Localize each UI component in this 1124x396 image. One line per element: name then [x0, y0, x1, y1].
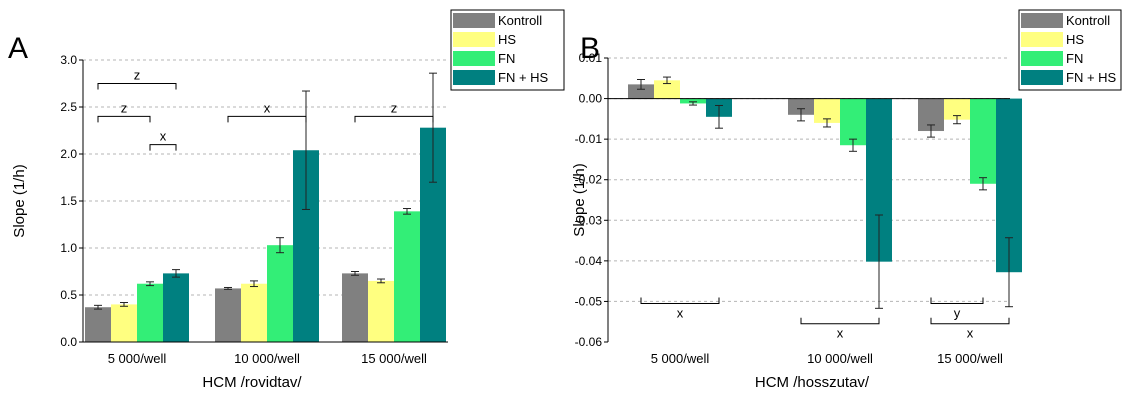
- bar: [680, 98, 706, 104]
- y-tick-label: -0.03: [575, 213, 603, 227]
- chart-panel-B: -0.06 -0.05 -0.04 -0.03 -0.02 -0.01 0.00 0.01 5 …: [571, 9, 1122, 391]
- bar: [840, 98, 866, 146]
- y-tick-label: -0.05: [575, 294, 603, 308]
- legend-swatch: [1021, 51, 1063, 66]
- significance-bracket: [149, 144, 177, 151]
- legend-label: HS: [498, 32, 516, 47]
- bar: [368, 280, 394, 342]
- y-tick-label: 1.5: [60, 194, 77, 208]
- x-axis-title: HCM /hosszutav/: [755, 374, 870, 391]
- y-tick-label: 0.5: [60, 288, 77, 302]
- significance-label: z: [121, 100, 128, 115]
- legend-swatch: [1021, 13, 1063, 28]
- bar: [628, 84, 654, 99]
- bar: [788, 98, 814, 115]
- bar: [267, 245, 293, 342]
- bar: [970, 98, 996, 184]
- significance-bracket: [800, 317, 880, 325]
- panel-label: B: [580, 32, 600, 65]
- significance-bracket: [97, 115, 151, 123]
- bar: [85, 307, 111, 342]
- y-tick-label: 2.5: [60, 100, 77, 114]
- significance-label: x: [837, 326, 844, 341]
- significance-bracket: [930, 297, 984, 304]
- legend-label: Kontroll: [498, 13, 542, 28]
- significance-label: z: [134, 68, 141, 83]
- legend: Kontroll HS FN FN + HS: [1018, 9, 1122, 91]
- significance-label: y: [954, 305, 961, 320]
- significance-label: x: [967, 326, 974, 341]
- y-tick-label: 0.0: [60, 335, 77, 349]
- legend: Kontroll HS FN FN + HS: [450, 9, 565, 91]
- legend-label: FN + HS: [498, 70, 549, 85]
- legend-label: FN: [1066, 51, 1083, 66]
- y-tick-label: -0.06: [575, 335, 603, 349]
- legend-swatch: [453, 70, 495, 85]
- significance-bracket: [97, 83, 177, 90]
- y-tick-label: 1.0: [60, 241, 77, 255]
- significance-bracket: [640, 297, 720, 304]
- x-axis-title: HCM /rovidtav/: [202, 374, 302, 391]
- legend-label: FN + HS: [1066, 70, 1117, 85]
- legend-swatch: [453, 32, 495, 47]
- significance-label: z: [391, 100, 398, 115]
- legend-label: FN: [498, 51, 515, 66]
- significance-label: x: [264, 100, 271, 115]
- bar: [241, 283, 267, 342]
- significance-bracket: [930, 317, 1010, 325]
- category-label: 15 000/well: [361, 351, 427, 366]
- y-axis-title: Slope (1/h): [11, 164, 28, 237]
- significance-label: x: [677, 305, 684, 320]
- bar: [137, 283, 163, 342]
- bar: [342, 273, 368, 342]
- legend-swatch: [453, 51, 495, 66]
- y-tick-label: -0.02: [575, 173, 603, 187]
- bar: [394, 211, 420, 342]
- y-tick-label: 0.01: [579, 51, 603, 65]
- bar: [215, 288, 241, 342]
- chart-panel-A: 0.0 0.5 1.0 1.5 2.0 2.5 3.0 5 000/well 10 000/we…: [8, 9, 565, 391]
- y-tick-label: 0.00: [579, 92, 603, 106]
- y-tick-label: -0.04: [575, 254, 603, 268]
- bar: [111, 304, 137, 342]
- bar: [654, 80, 680, 99]
- significance-bracket: [354, 115, 434, 123]
- bar: [944, 98, 970, 120]
- y-tick-label: 2.0: [60, 147, 77, 161]
- category-label: 5 000/well: [108, 351, 167, 366]
- category-label: 10 000/well: [234, 351, 300, 366]
- y-tick-label: 3.0: [60, 53, 77, 67]
- legend-swatch: [1021, 32, 1063, 47]
- category-label: 5 000/well: [651, 351, 710, 366]
- panel-label: A: [8, 32, 28, 65]
- y-axis-title: Slope (1/h): [571, 163, 588, 236]
- significance-bracket: [227, 115, 307, 123]
- significance-label: x: [160, 129, 167, 144]
- category-label: 10 000/well: [807, 351, 873, 366]
- legend-label: HS: [1066, 32, 1084, 47]
- bar: [163, 273, 189, 342]
- legend-label: Kontroll: [1066, 13, 1110, 28]
- legend-swatch: [1021, 70, 1063, 85]
- y-tick-label: -0.01: [575, 132, 603, 146]
- category-label: 15 000/well: [937, 351, 1003, 366]
- legend-swatch: [453, 13, 495, 28]
